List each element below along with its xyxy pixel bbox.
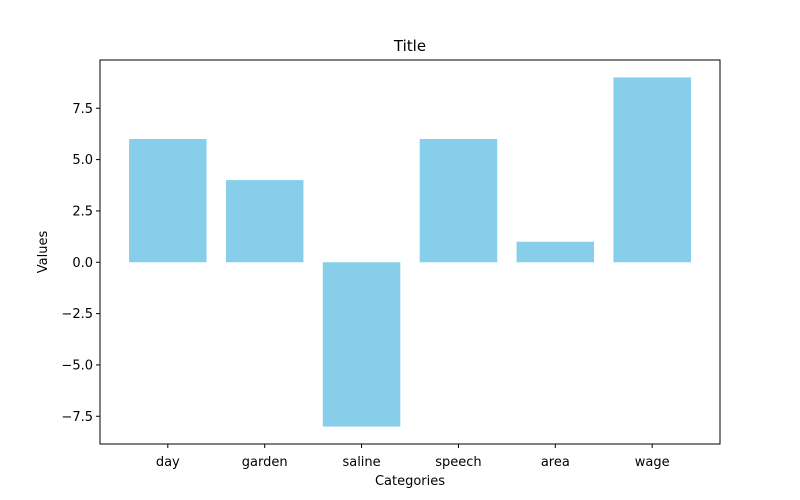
y-tick-label: −7.5	[61, 410, 93, 425]
x-tick-label: wage	[635, 455, 670, 470]
x-tick-label: speech	[435, 455, 481, 470]
y-tick-label: 5.0	[72, 153, 93, 168]
y-tick-label: −5.0	[61, 358, 93, 373]
chart-title: Title	[393, 37, 426, 55]
x-axis: day garden saline speech area wage	[156, 444, 670, 470]
x-tick-label: saline	[342, 455, 380, 470]
x-tick-label: day	[156, 455, 180, 470]
bar-wage	[613, 77, 691, 263]
bar-area	[516, 241, 595, 263]
x-tick-label: area	[541, 455, 570, 470]
y-axis: −7.5 −5.0 −2.5 0.0 2.5 5.0 7.5	[61, 102, 100, 425]
x-axis-label: Categories	[375, 474, 445, 489]
plot-frame	[99, 59, 721, 445]
y-tick-label: −2.5	[61, 307, 93, 322]
y-tick-label: 7.5	[72, 102, 93, 117]
bar-saline	[322, 262, 401, 427]
bar-garden	[225, 180, 304, 263]
y-axis-label: Values	[36, 231, 51, 274]
bar-day	[129, 139, 207, 263]
bars-group	[129, 77, 691, 427]
bar-speech	[419, 139, 498, 263]
x-tick-label: garden	[242, 455, 288, 470]
y-tick-label: 2.5	[72, 204, 93, 219]
y-tick-label: 0.0	[72, 256, 93, 271]
